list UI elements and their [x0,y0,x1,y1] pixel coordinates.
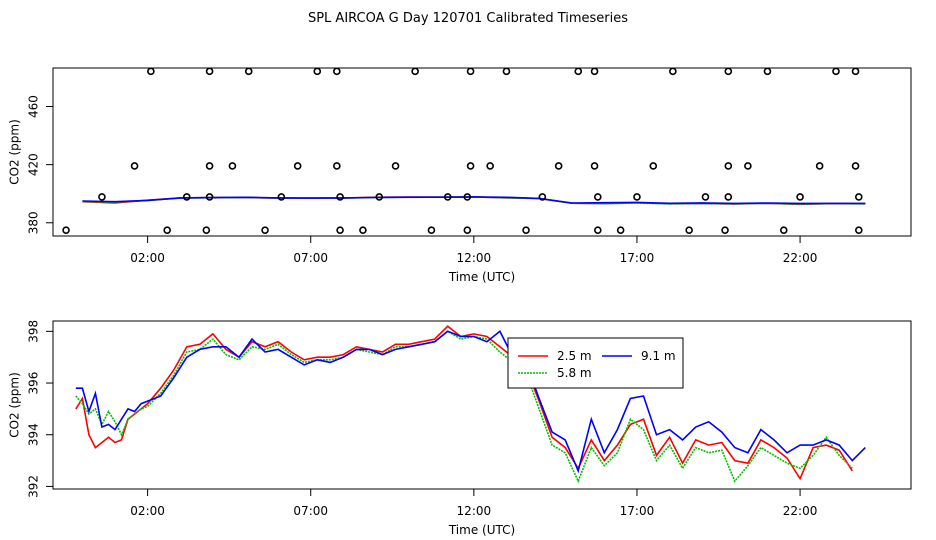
x-tick-label: 02:00 [130,504,165,518]
scatter-point [98,193,106,201]
y-tick-label: 398 [27,320,41,343]
x-axis-label: Time (UTC) [448,270,515,284]
scatter-point [796,193,804,201]
scatter-point [333,67,341,76]
scatter-point [721,226,729,234]
legend-label: 9.1 m [641,349,676,363]
plot-frame [52,320,912,490]
legend-label: 5.8 m [557,366,592,380]
x-tick-label: 17:00 [620,504,655,518]
scatter-point [130,162,139,170]
y-tick-label: 460 [27,95,41,118]
bottom-panel: 02:00 07:00 12:00 17:00 22:00 392 394 396 398 Tim… [8,320,912,537]
scatter-point [463,193,472,201]
scatter-point [261,226,269,234]
x-tick-label: 07:00 [293,251,328,265]
scatter-point [502,67,511,76]
figure-title: SPL AIRCOA G Day 120701 Calibrated Times… [308,11,628,26]
scatter-point [855,193,863,201]
scatter-point [538,193,547,201]
series-line-9-1-m [82,196,866,205]
series-line-5-8-m [75,330,853,484]
scatter-point [724,67,733,76]
scatter-point [333,162,341,170]
y-axis-label: CO2 (ppm) [8,372,22,438]
scatter-point [594,226,602,234]
scatter-point [391,162,400,170]
scatter-point [463,226,472,234]
x-tick-label: 02:00 [130,251,165,265]
scatter-point [147,67,155,76]
scatter-point [851,162,860,170]
scatter-point [359,226,367,234]
scatter-point [590,162,599,170]
x-tick-label: 12:00 [457,504,492,518]
x-tick-label: 22:00 [783,251,818,265]
scatter-point [669,67,677,76]
scatter-point [375,193,384,201]
scatter-point [443,193,452,201]
y-tick-label: 396 [27,372,41,395]
scatter-point [649,162,658,170]
scatter-point [205,162,214,170]
series-line-9-1-m [75,330,866,474]
y-tick-label: 394 [27,423,41,446]
scatter-point [616,226,625,234]
scatter-point [277,193,286,201]
top-panel: 02:00 07:00 12:00 17:00 22:00 380 420 460 Time (… [8,67,912,284]
series-line-2-5-m [75,325,853,481]
scatter-point [182,193,191,201]
scatter-point [574,67,583,76]
scatter-point [313,67,322,76]
x-tick-label: 12:00 [457,251,492,265]
scatter-point [293,162,302,170]
scatter-point [522,226,530,234]
scatter-point [202,226,211,234]
scatter-point [855,226,863,234]
y-axis-label: CO2 (ppm) [8,119,22,185]
scatter-point [851,67,860,76]
scatter-point [815,162,824,170]
scatter-point [411,67,419,76]
scatter-point [228,162,237,170]
scatter-point [779,226,788,234]
scatter-point [336,226,344,234]
legend: 2.5 m 9.1 m 5.8 m [507,337,684,389]
scatter-point [244,67,253,76]
legend-label: 2.5 m [557,349,592,363]
scatter-point [633,193,641,201]
legend-box [507,337,684,389]
scatter-point [832,67,840,76]
x-tick-label: 22:00 [783,504,818,518]
scatter-point [205,67,214,76]
scatter-point [590,67,599,76]
y-tick-label: 380 [27,211,41,234]
plot-frame [52,67,912,237]
scatter-point [62,226,70,234]
scatter-point [336,193,344,201]
scatter-point [427,226,436,234]
scatter-point [466,162,475,170]
scatter-point [205,193,214,201]
scatter-point [163,226,171,234]
scatter-point [744,162,752,170]
scatter-point [701,193,710,201]
scatter-point [594,193,602,201]
scatter-point [685,226,693,234]
scatter-point [554,162,563,170]
x-tick-label: 17:00 [620,251,655,265]
scatter-point [724,193,733,201]
y-tick-label: 420 [27,153,41,176]
x-axis-label: Time (UTC) [448,523,515,537]
y-tick-label: 392 [27,475,41,498]
x-tick-label: 07:00 [293,504,328,518]
scatter-point [486,162,494,170]
scatter-point [763,67,772,76]
scatter-point [724,162,733,170]
scatter-point [466,67,475,76]
